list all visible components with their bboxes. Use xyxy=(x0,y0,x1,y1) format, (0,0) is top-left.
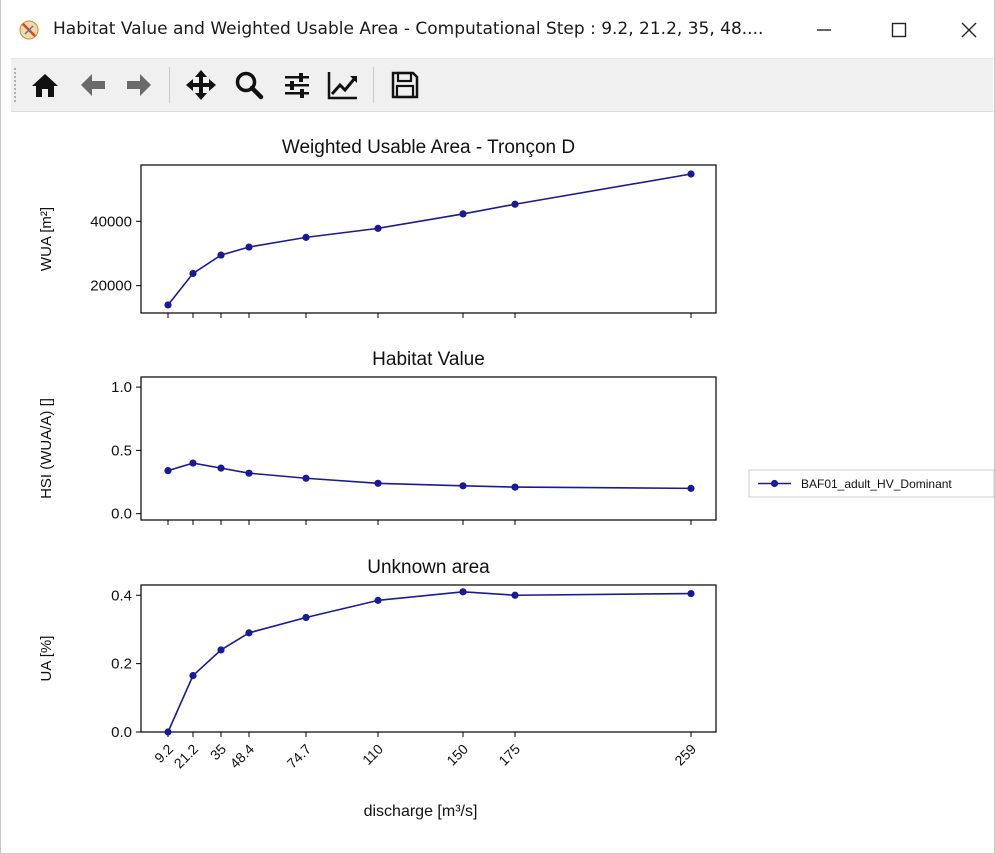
data-point xyxy=(189,671,197,680)
y-axis-label: UA [%] xyxy=(38,636,55,682)
data-point xyxy=(459,588,467,596)
subplot-1: Weighted Usable Area - Tronçon D WUA [m²]… xyxy=(38,137,717,318)
minimize-button[interactable] xyxy=(796,10,852,50)
maximize-button[interactable] xyxy=(871,10,927,50)
y-tick-label: 0.5 xyxy=(111,442,132,459)
data-point xyxy=(374,224,382,232)
app-icon xyxy=(19,20,39,40)
data-point xyxy=(189,459,197,467)
data-point xyxy=(217,464,225,472)
toolbar-separator xyxy=(169,67,170,103)
subplot-title: Unknown area xyxy=(367,557,490,578)
y-tick-label: 40000 xyxy=(90,213,132,230)
data-point xyxy=(687,170,695,178)
x-tick-label: 259 xyxy=(671,741,699,769)
floppy-icon xyxy=(391,71,419,99)
x-tick-label: 74.7 xyxy=(284,741,315,772)
data-point xyxy=(164,301,172,309)
subplot-2: Habitat Value HSI (WUA/A) [] 0.0 0.5 1.0 xyxy=(38,349,717,525)
move-icon xyxy=(186,70,216,100)
zoom-button[interactable] xyxy=(231,67,267,103)
y-tick-label: 0.0 xyxy=(111,724,132,741)
configure-subplots-button[interactable] xyxy=(279,67,315,103)
data-point xyxy=(687,589,695,598)
x-tick-label: 48.4 xyxy=(227,741,258,772)
line-chart-icon xyxy=(327,72,357,100)
close-icon xyxy=(961,22,977,38)
x-axis-label: discharge [m³/s] xyxy=(364,803,478,820)
data-point xyxy=(511,591,519,599)
home-button[interactable] xyxy=(27,67,63,103)
subplot-title: Weighted Usable Area - Tronçon D xyxy=(282,137,575,158)
data-point xyxy=(687,484,695,492)
legend-label: BAF01_adult_HV_Dominant xyxy=(801,477,952,491)
x-tick-label: 110 xyxy=(359,741,386,768)
minimize-icon xyxy=(817,29,831,31)
data-point xyxy=(374,596,382,604)
data-point xyxy=(245,469,253,477)
y-axis-label: WUA [m²] xyxy=(38,207,55,271)
maximize-icon xyxy=(891,22,907,38)
legend: BAF01_adult_HV_Dominant xyxy=(748,469,994,498)
close-button[interactable] xyxy=(941,10,995,50)
data-point xyxy=(189,269,197,278)
toolbar-separator xyxy=(373,67,374,103)
axes-frame xyxy=(140,584,717,733)
x-tick-label: 21.2 xyxy=(171,741,202,772)
data-point xyxy=(511,483,519,491)
data-point xyxy=(459,210,467,218)
y-tick-label: 20000 xyxy=(90,278,132,295)
data-point xyxy=(245,629,253,637)
toolbar-grip[interactable] xyxy=(13,67,17,103)
save-button[interactable] xyxy=(387,67,423,103)
title-bar[interactable]: Habitat Value and Weighted Usable Area -… xyxy=(1,0,994,58)
data-point xyxy=(511,200,519,208)
magnifier-icon xyxy=(235,71,264,100)
x-tick-label: 150 xyxy=(443,741,471,769)
arrow-right-icon xyxy=(127,74,151,96)
home-icon xyxy=(32,74,58,97)
data-point xyxy=(164,467,172,475)
sliders-icon xyxy=(285,73,309,98)
data-point xyxy=(164,728,172,736)
data-point xyxy=(217,646,225,654)
subplot-title: Habitat Value xyxy=(372,349,485,370)
data-point xyxy=(217,251,225,259)
forward-button[interactable] xyxy=(121,67,157,103)
x-tick-label: 175 xyxy=(495,741,523,769)
data-point xyxy=(459,482,467,490)
y-tick-label: 0.0 xyxy=(111,506,132,523)
edit-axes-button[interactable] xyxy=(325,67,361,103)
y-axis-label: HSI (WUA/A) [] xyxy=(38,398,55,499)
axes-frame xyxy=(140,376,717,521)
navigation-toolbar xyxy=(11,58,993,112)
data-point xyxy=(302,233,310,241)
figure-canvas[interactable]: Weighted Usable Area - Tronçon D WUA [m²]… xyxy=(1,110,994,854)
data-point xyxy=(302,613,310,622)
data-point xyxy=(374,479,382,487)
window-title: Habitat Value and Weighted Usable Area -… xyxy=(53,19,764,39)
axes-frame xyxy=(140,164,717,314)
y-tick-label: 0.4 xyxy=(111,587,132,604)
back-button[interactable] xyxy=(75,67,111,103)
data-point xyxy=(302,474,310,482)
legend-marker xyxy=(770,479,779,488)
y-tick-label: 1.0 xyxy=(111,379,132,396)
pan-button[interactable] xyxy=(183,67,219,103)
arrow-left-icon xyxy=(81,74,105,96)
y-tick-label: 0.2 xyxy=(111,656,132,673)
data-point xyxy=(245,243,253,251)
